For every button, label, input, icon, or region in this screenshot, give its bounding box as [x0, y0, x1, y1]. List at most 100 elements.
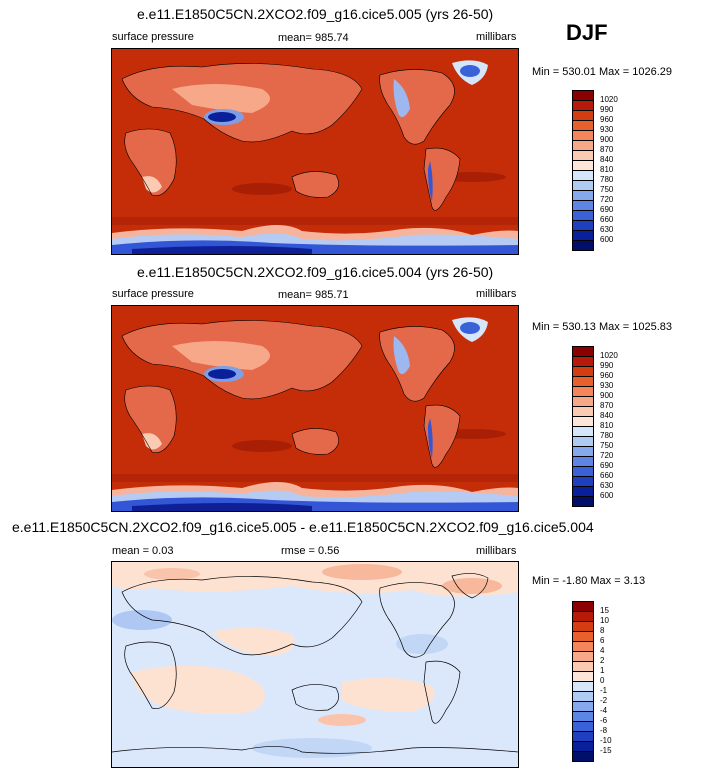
- colorbar-swatch: [572, 731, 594, 742]
- colorbar-swatch: [572, 406, 594, 417]
- colorbar-tick-label: -8: [600, 726, 608, 735]
- colorbar-swatch: [572, 466, 594, 477]
- colorbar-swatch: [572, 220, 594, 231]
- panel-2-colorbar: 1020 990 960 930 900 870 840 810 780 750 720 690 660…: [572, 346, 642, 507]
- colorbar-tick-label: -2: [600, 696, 608, 705]
- colorbar-tick-label: 990: [600, 361, 614, 370]
- panel-3-units: millibars: [476, 545, 517, 557]
- colorbar-tick-label: 930: [600, 381, 614, 390]
- panel-1-minmax: Min = 530.01 Max = 1026.29: [532, 66, 673, 78]
- colorbar-tick-label: 810: [600, 421, 614, 430]
- colorbar-swatch: [572, 446, 594, 457]
- colorbar-tick-label: 630: [600, 481, 614, 490]
- colorbar-tick-label: 6: [600, 636, 605, 645]
- colorbar-tick-label: 750: [600, 441, 614, 450]
- panel-2-map: [111, 305, 519, 512]
- panel-2-variable-label: surface pressure: [112, 288, 194, 300]
- colorbar-swatch: [572, 130, 594, 141]
- panel-3-title: e.e11.E1850C5CN.2XCO2.f09_g16.cice5.005 …: [12, 519, 594, 535]
- colorbar-tick-label: 600: [600, 491, 614, 500]
- colorbar-swatch: [572, 671, 594, 682]
- colorbar-tick-label: 10: [600, 616, 609, 625]
- colorbar-swatch: [572, 386, 594, 397]
- colorbar-tick-label: 1020: [600, 351, 618, 360]
- colorbar-tick-label: -1: [600, 686, 608, 695]
- colorbar-tick-label: 8: [600, 626, 605, 635]
- colorbar-swatch: [572, 721, 594, 732]
- colorbar-swatch: [572, 651, 594, 662]
- colorbar-tick-label: 960: [600, 115, 614, 124]
- colorbar-swatch: [572, 476, 594, 487]
- colorbar-tick-label: 780: [600, 431, 614, 440]
- colorbar-swatch: [572, 416, 594, 427]
- colorbar-tick-label: 720: [600, 195, 614, 204]
- panel-3-mean: mean = 0.03: [112, 545, 174, 557]
- colorbar-swatch: [572, 711, 594, 722]
- colorbar-tick-label: 600: [600, 235, 614, 244]
- panel-2-units: millibars: [476, 288, 517, 300]
- colorbar-tick-label: 870: [600, 401, 614, 410]
- colorbar-swatch: [572, 230, 594, 241]
- colorbar-tick-label: 750: [600, 185, 614, 194]
- colorbar-tick-label: 960: [600, 371, 614, 380]
- panel-3-rmse: rmse = 0.56: [281, 545, 340, 557]
- colorbar-tick-label: 810: [600, 165, 614, 174]
- colorbar-swatch: [572, 456, 594, 467]
- panel-1-colorbar: 1020 990 960 930 900 870 840 810 780 750 720 690 660…: [572, 90, 642, 251]
- panel-3-minmax: Min = -1.80 Max = 3.13: [532, 575, 646, 587]
- panel-2-mean: mean= 985.71: [278, 289, 349, 301]
- panel-3-map-graphic: [112, 562, 518, 767]
- colorbar-tick-label: 840: [600, 155, 614, 164]
- colorbar-swatch: [572, 426, 594, 437]
- colorbar-swatch: [572, 150, 594, 161]
- colorbar-swatch: [572, 611, 594, 622]
- colorbar-tick-label: 0: [600, 676, 605, 685]
- colorbar-tick-label: 1020: [600, 95, 618, 104]
- colorbar-tick-label: 780: [600, 175, 614, 184]
- colorbar-tick-label: 990: [600, 105, 614, 114]
- panel-1-mean: mean= 985.74: [278, 32, 349, 44]
- colorbar-tick-label: 900: [600, 391, 614, 400]
- colorbar-swatch: [572, 691, 594, 702]
- colorbar-tick-label: 1: [600, 666, 605, 675]
- colorbar-tick-label: -15: [600, 746, 612, 755]
- colorbar-swatch: [572, 741, 594, 752]
- colorbar-swatch: [572, 100, 594, 111]
- panel-1-title: e.e11.E1850C5CN.2XCO2.f09_g16.cice5.005 …: [137, 6, 494, 22]
- colorbar-tick-label: 630: [600, 225, 614, 234]
- panel-1-units: millibars: [476, 31, 517, 43]
- colorbar-swatch: [572, 631, 594, 642]
- panel-2-map-graphic: [112, 306, 518, 511]
- colorbar-swatch: [572, 621, 594, 632]
- colorbar-swatch: [572, 366, 594, 377]
- colorbar-tick-label: 2: [600, 656, 605, 665]
- colorbar-swatch: [572, 346, 594, 357]
- colorbar-tick-label: 660: [600, 215, 614, 224]
- colorbar-tick-label: 4: [600, 646, 605, 655]
- colorbar-tick-label: -4: [600, 706, 608, 715]
- colorbar-swatch: [572, 160, 594, 171]
- colorbar-swatch: [572, 486, 594, 497]
- colorbar-swatch: [572, 170, 594, 181]
- colorbar-swatch: [572, 200, 594, 211]
- colorbar-tick-label: -10: [600, 736, 612, 745]
- panel-2-title: e.e11.E1850C5CN.2XCO2.f09_g16.cice5.004 …: [137, 264, 494, 280]
- colorbar-swatch: [572, 210, 594, 221]
- colorbar-tick-label: 690: [600, 461, 614, 470]
- colorbar-tick-label: 660: [600, 471, 614, 480]
- season-label: DJF: [566, 20, 608, 45]
- colorbar-swatch: [572, 376, 594, 387]
- colorbar-swatch: [572, 436, 594, 447]
- colorbar-swatch: [572, 240, 594, 251]
- panel-3-map: [111, 561, 519, 768]
- colorbar-tick-label: 720: [600, 451, 614, 460]
- colorbar-swatch: [572, 496, 594, 507]
- colorbar-swatch: [572, 396, 594, 407]
- colorbar-tick-label: 930: [600, 125, 614, 134]
- panel-3-colorbar: 15 10 8 6 4 2 1 0 -1 -2 -4 -6 -8 -10 -15: [572, 601, 642, 762]
- colorbar-swatch: [572, 701, 594, 712]
- colorbar-swatch: [572, 641, 594, 652]
- colorbar-swatch: [572, 661, 594, 672]
- colorbar-swatch: [572, 601, 594, 612]
- colorbar-swatch: [572, 180, 594, 191]
